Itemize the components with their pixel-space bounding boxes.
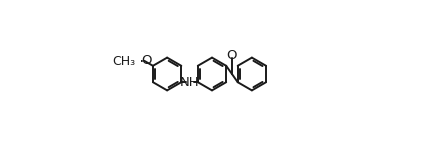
Text: NH: NH [180,76,199,89]
Text: O: O [227,49,237,62]
Text: CH₃: CH₃ [112,55,135,68]
Text: O: O [142,54,152,67]
